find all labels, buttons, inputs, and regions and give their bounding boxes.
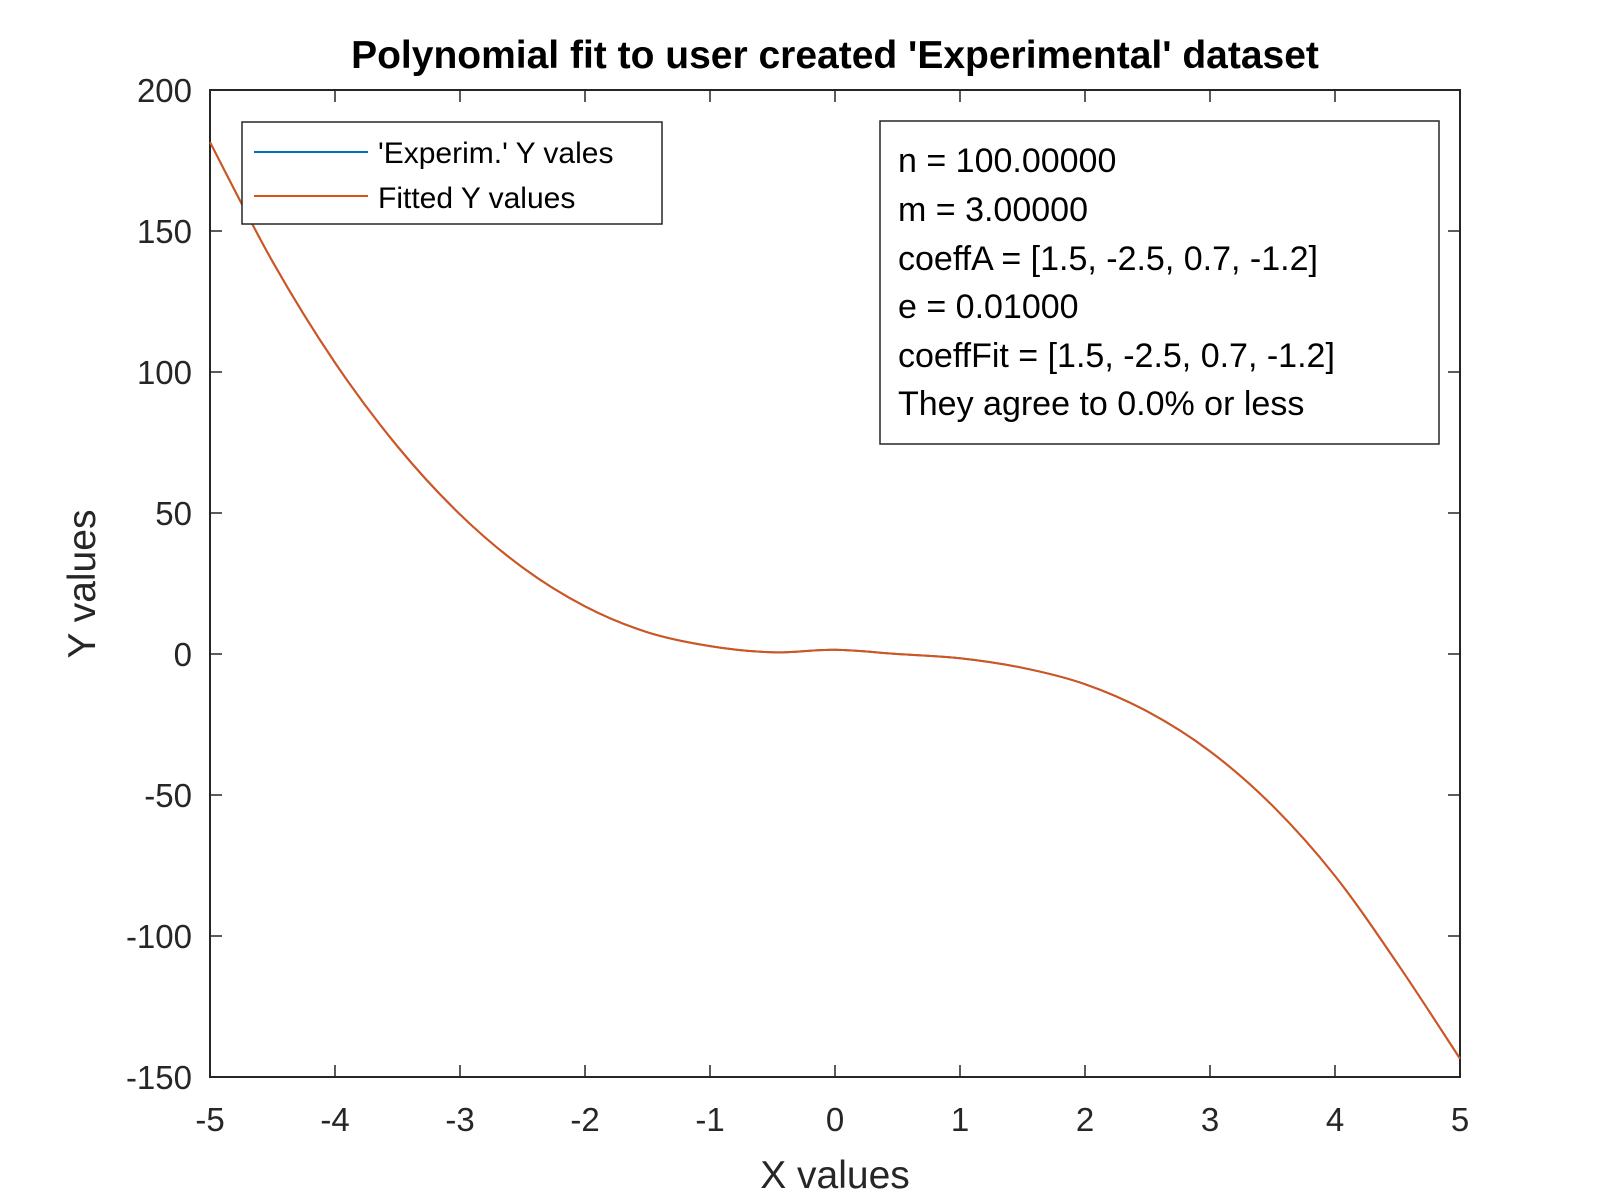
y-axis-label: Y values xyxy=(61,510,104,659)
y-tick-label: 50 xyxy=(155,495,192,532)
x-tick-label: 2 xyxy=(1076,1101,1094,1138)
annotation-frame xyxy=(879,120,1440,445)
annotation-line-coeffFit: coeffFit = [1.5, -2.5, 0.7, -1.2] xyxy=(898,337,1335,375)
annotation-box: n = 100.00000 m = 3.00000 coeffA = [1.5,… xyxy=(879,120,1440,445)
x-tick-label: -4 xyxy=(320,1101,349,1138)
y-tick-label: 150 xyxy=(137,213,192,250)
legend-box xyxy=(241,121,663,225)
x-tick-label: 5 xyxy=(1451,1101,1469,1138)
annotation-line-n: n = 100.00000 xyxy=(898,142,1116,180)
tick-labels: -5 -4 -3 -2 -1 0 1 2 3 4 5 -150 -100 -50 0 50 100 150 200 xyxy=(126,72,1469,1138)
annotation-line-agreement: They agree to 0.0% or less xyxy=(898,385,1304,423)
x-tick-label: 4 xyxy=(1326,1101,1344,1138)
x-tick-label: 1 xyxy=(951,1101,969,1138)
annotation-line-e: e = 0.01000 xyxy=(898,288,1079,326)
x-tick-label: 0 xyxy=(826,1101,844,1138)
x-tick-label: 3 xyxy=(1201,1101,1219,1138)
x-tick-label: -2 xyxy=(570,1101,599,1138)
y-tick-label: -100 xyxy=(126,918,192,955)
x-tick-label: -5 xyxy=(195,1101,224,1138)
y-tick-label: -150 xyxy=(126,1059,192,1096)
y-tick-label: 0 xyxy=(174,636,192,673)
x-tick-label: -1 xyxy=(695,1101,724,1138)
chart-title: Polynomial fit to user created 'Experime… xyxy=(351,34,1319,77)
x-tick-label: -3 xyxy=(445,1101,474,1138)
x-axis-label: X values xyxy=(760,1154,910,1197)
y-tick-label: 200 xyxy=(137,72,192,109)
series-layer xyxy=(209,141,1461,1060)
legend: 'Experim.' Y vales Fitted Y values xyxy=(241,121,663,225)
annotation-line-coeffA: coeffA = [1.5, -2.5, 0.7, -1.2] xyxy=(898,240,1318,278)
legend-label-experimental: 'Experim.' Y vales xyxy=(378,137,613,170)
series-line-1 xyxy=(209,141,1461,1060)
y-tick-label: -50 xyxy=(144,777,192,814)
axis-ticks xyxy=(209,89,1461,1078)
legend-label-fitted: Fitted Y values xyxy=(378,182,575,215)
annotation-line-m: m = 3.00000 xyxy=(898,191,1088,229)
y-tick-label: 100 xyxy=(137,354,192,391)
